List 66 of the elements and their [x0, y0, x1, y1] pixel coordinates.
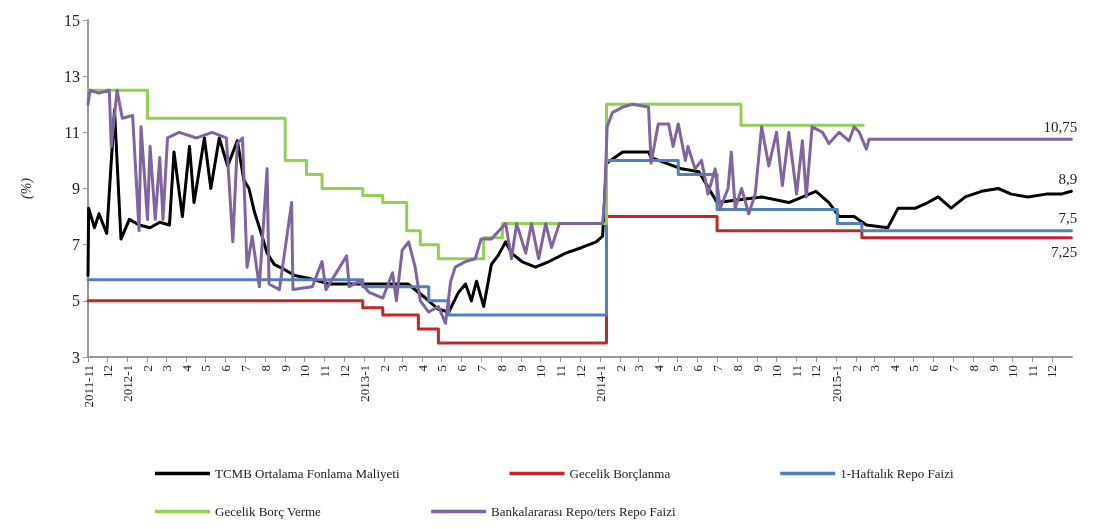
- x-tick-label: 6: [690, 364, 706, 372]
- x-tick-label: 5: [670, 365, 686, 372]
- x-tick-label: 12: [1044, 365, 1060, 378]
- x-tick-label: 7: [237, 364, 253, 372]
- x-tick-label: 8: [965, 365, 981, 372]
- annotation: 7,5: [1058, 210, 1078, 227]
- x-tick-label: 11: [553, 365, 569, 378]
- x-tick-label: 3: [158, 365, 174, 372]
- y-axis-title: (%): [18, 177, 35, 199]
- legend-label: Gecelik Borç Verme: [215, 504, 322, 519]
- x-tick-label: 12: [808, 365, 824, 378]
- x-tick-label: 12: [336, 365, 352, 378]
- x-tick-label: 9: [513, 365, 529, 372]
- x-tick-label: 9: [749, 365, 765, 372]
- x-tick-label: 5: [198, 365, 214, 372]
- x-tick-label: 4: [414, 364, 430, 372]
- y-tick-label: 15: [64, 11, 80, 29]
- x-tick-label: 12: [572, 365, 588, 378]
- y-tick-label: 13: [64, 67, 80, 85]
- x-tick-label: 7: [473, 364, 489, 372]
- x-tick-label: 11: [789, 365, 805, 378]
- x-tick-label: 6: [454, 364, 470, 372]
- x-tick-label: 3: [630, 365, 646, 372]
- x-tick-label: 9: [985, 365, 1001, 372]
- legend-label: TCMB Ortalama Fonlama Maliyeti: [215, 466, 400, 481]
- x-tick-label: 7: [709, 364, 725, 372]
- x-tick-label: 2014-1: [592, 365, 608, 402]
- legend-label: 1-Haftalık Repo Faizi: [840, 466, 954, 481]
- x-tick-label: 10: [297, 365, 313, 378]
- x-tick-label: 9: [277, 365, 293, 372]
- y-tick-label: 5: [72, 292, 80, 310]
- x-tick-label: 12: [99, 365, 115, 378]
- x-tick-label: 4: [178, 364, 194, 372]
- x-tick-label: 2013-1: [356, 365, 372, 402]
- x-tick-label: 2011-11: [80, 365, 96, 408]
- x-tick-label: 10: [533, 365, 549, 378]
- y-tick-label: 7: [72, 236, 80, 254]
- x-tick-label: 4: [886, 364, 902, 372]
- x-tick-label: 8: [257, 365, 273, 372]
- x-tick-label: 3: [394, 365, 410, 372]
- x-tick-label: 3: [866, 365, 882, 372]
- x-tick-label: 2: [848, 365, 864, 372]
- y-tick-label: 11: [64, 123, 80, 141]
- x-tick-label: 10: [1005, 365, 1021, 378]
- x-tick-label: 2: [612, 365, 628, 372]
- x-tick-label: 6: [218, 364, 234, 372]
- legend-label: Bankalararası Repo/ters Repo Faizi: [491, 504, 676, 519]
- x-tick-label: 6: [926, 364, 942, 372]
- x-tick-label: 11: [1025, 365, 1041, 378]
- x-tick-label: 8: [493, 365, 509, 372]
- x-tick-label: 7: [945, 364, 961, 372]
- annotation: 8,9: [1058, 170, 1078, 187]
- x-tick-label: 2: [139, 365, 155, 372]
- x-tick-label: 10: [769, 365, 785, 378]
- annotation: 10,75: [1043, 118, 1078, 135]
- x-tick-label: 2012-1: [119, 365, 135, 402]
- x-tick-label: 5: [434, 365, 450, 372]
- x-tick-label: 2015-1: [828, 365, 844, 402]
- x-tick-label: 2: [376, 365, 392, 372]
- legend-label: Gecelik Borçlanma: [569, 466, 671, 481]
- x-tick-label: 5: [906, 365, 922, 372]
- x-tick-label: 8: [729, 365, 745, 372]
- x-tick-label: 11: [317, 365, 333, 378]
- annotation: 7,25: [1051, 244, 1078, 261]
- x-tick-label: 4: [650, 364, 666, 372]
- y-tick-label: 9: [72, 180, 80, 197]
